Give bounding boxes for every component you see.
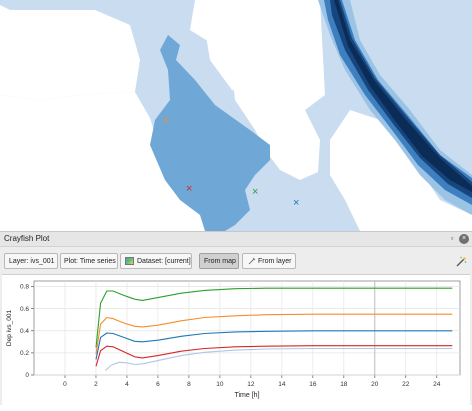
x-tick-label: 22 (402, 381, 410, 388)
layer-select-button[interactable]: Layer: ivs_001 (4, 253, 58, 269)
from-layer-button[interactable]: From layer (242, 253, 296, 269)
y-tick-label: 0.8 (20, 284, 29, 291)
y-tick-label: 0.2 (20, 350, 29, 357)
y-axis-label: Dep ivs_001 (6, 310, 13, 347)
x-tick-label: 6 (156, 381, 160, 388)
plot-frame (33, 280, 461, 376)
dataset-icon (125, 257, 134, 265)
from-layer-label: From layer (258, 258, 292, 265)
y-tick-label: 0.4 (20, 328, 29, 335)
layer-pick-icon (248, 257, 256, 265)
panel-header: Crayfish Plot ▫ × (0, 232, 472, 247)
series-line-2 (95, 330, 453, 360)
map-layer-render (0, 0, 472, 231)
close-panel-icon[interactable]: × (459, 234, 469, 244)
from-map-button[interactable]: From map (199, 253, 239, 269)
dataset-select-button[interactable]: Dataset: [current] (120, 253, 192, 269)
panel-title: Crayfish Plot (4, 234, 50, 243)
x-tick-label: 0 (63, 381, 67, 388)
dataset-select-label: Dataset: [current] (137, 258, 191, 265)
plot-toolbar: Layer: ivs_001 Plot: Time series Dataset… (0, 251, 472, 273)
map-marker-red: × (186, 183, 193, 195)
x-tick-label: 20 (371, 381, 379, 388)
series-line-0 (95, 287, 453, 348)
x-tick-label: 2 (94, 381, 98, 388)
from-map-label: From map (204, 258, 236, 265)
x-tick-label: 12 (247, 381, 255, 388)
magic-wand-icon[interactable] (455, 256, 467, 268)
map-marker-orange: × (163, 115, 170, 127)
series-line-1 (95, 313, 453, 355)
x-tick-label: 4 (125, 381, 129, 388)
y-tick-label: 0 (25, 372, 29, 379)
series-line-4 (104, 347, 453, 372)
x-tick-label: 10 (216, 381, 224, 388)
y-tick-label: 0.6 (20, 306, 29, 313)
x-tick-label: 8 (187, 381, 191, 388)
x-tick-label: 16 (309, 381, 317, 388)
plot-type-button[interactable]: Plot: Time series (60, 253, 118, 269)
layer-select-label: Layer: ivs_001 (9, 258, 55, 265)
x-tick-label: 18 (340, 381, 348, 388)
x-axis-label: Time [h] (234, 392, 259, 399)
x-tick-label: 14 (278, 381, 286, 388)
map-marker-blue: × (293, 197, 300, 209)
series-line-3 (95, 345, 453, 367)
plot-area[interactable]: 0 2 4 6 8 10 12 14 16 18 20 22 24 0 0.2 0.4 0.6 0.8 Time [… (2, 274, 470, 406)
x-tick-label: 24 (433, 381, 441, 388)
crayfish-plot-panel: Crayfish Plot ▫ × Layer: ivs_001 Plot: T… (0, 232, 472, 406)
map-canvas[interactable]: × × × × (0, 0, 472, 232)
plot-type-label: Plot: Time series (64, 258, 116, 265)
float-panel-icon[interactable]: ▫ (450, 234, 454, 243)
map-marker-green: × (252, 186, 259, 198)
